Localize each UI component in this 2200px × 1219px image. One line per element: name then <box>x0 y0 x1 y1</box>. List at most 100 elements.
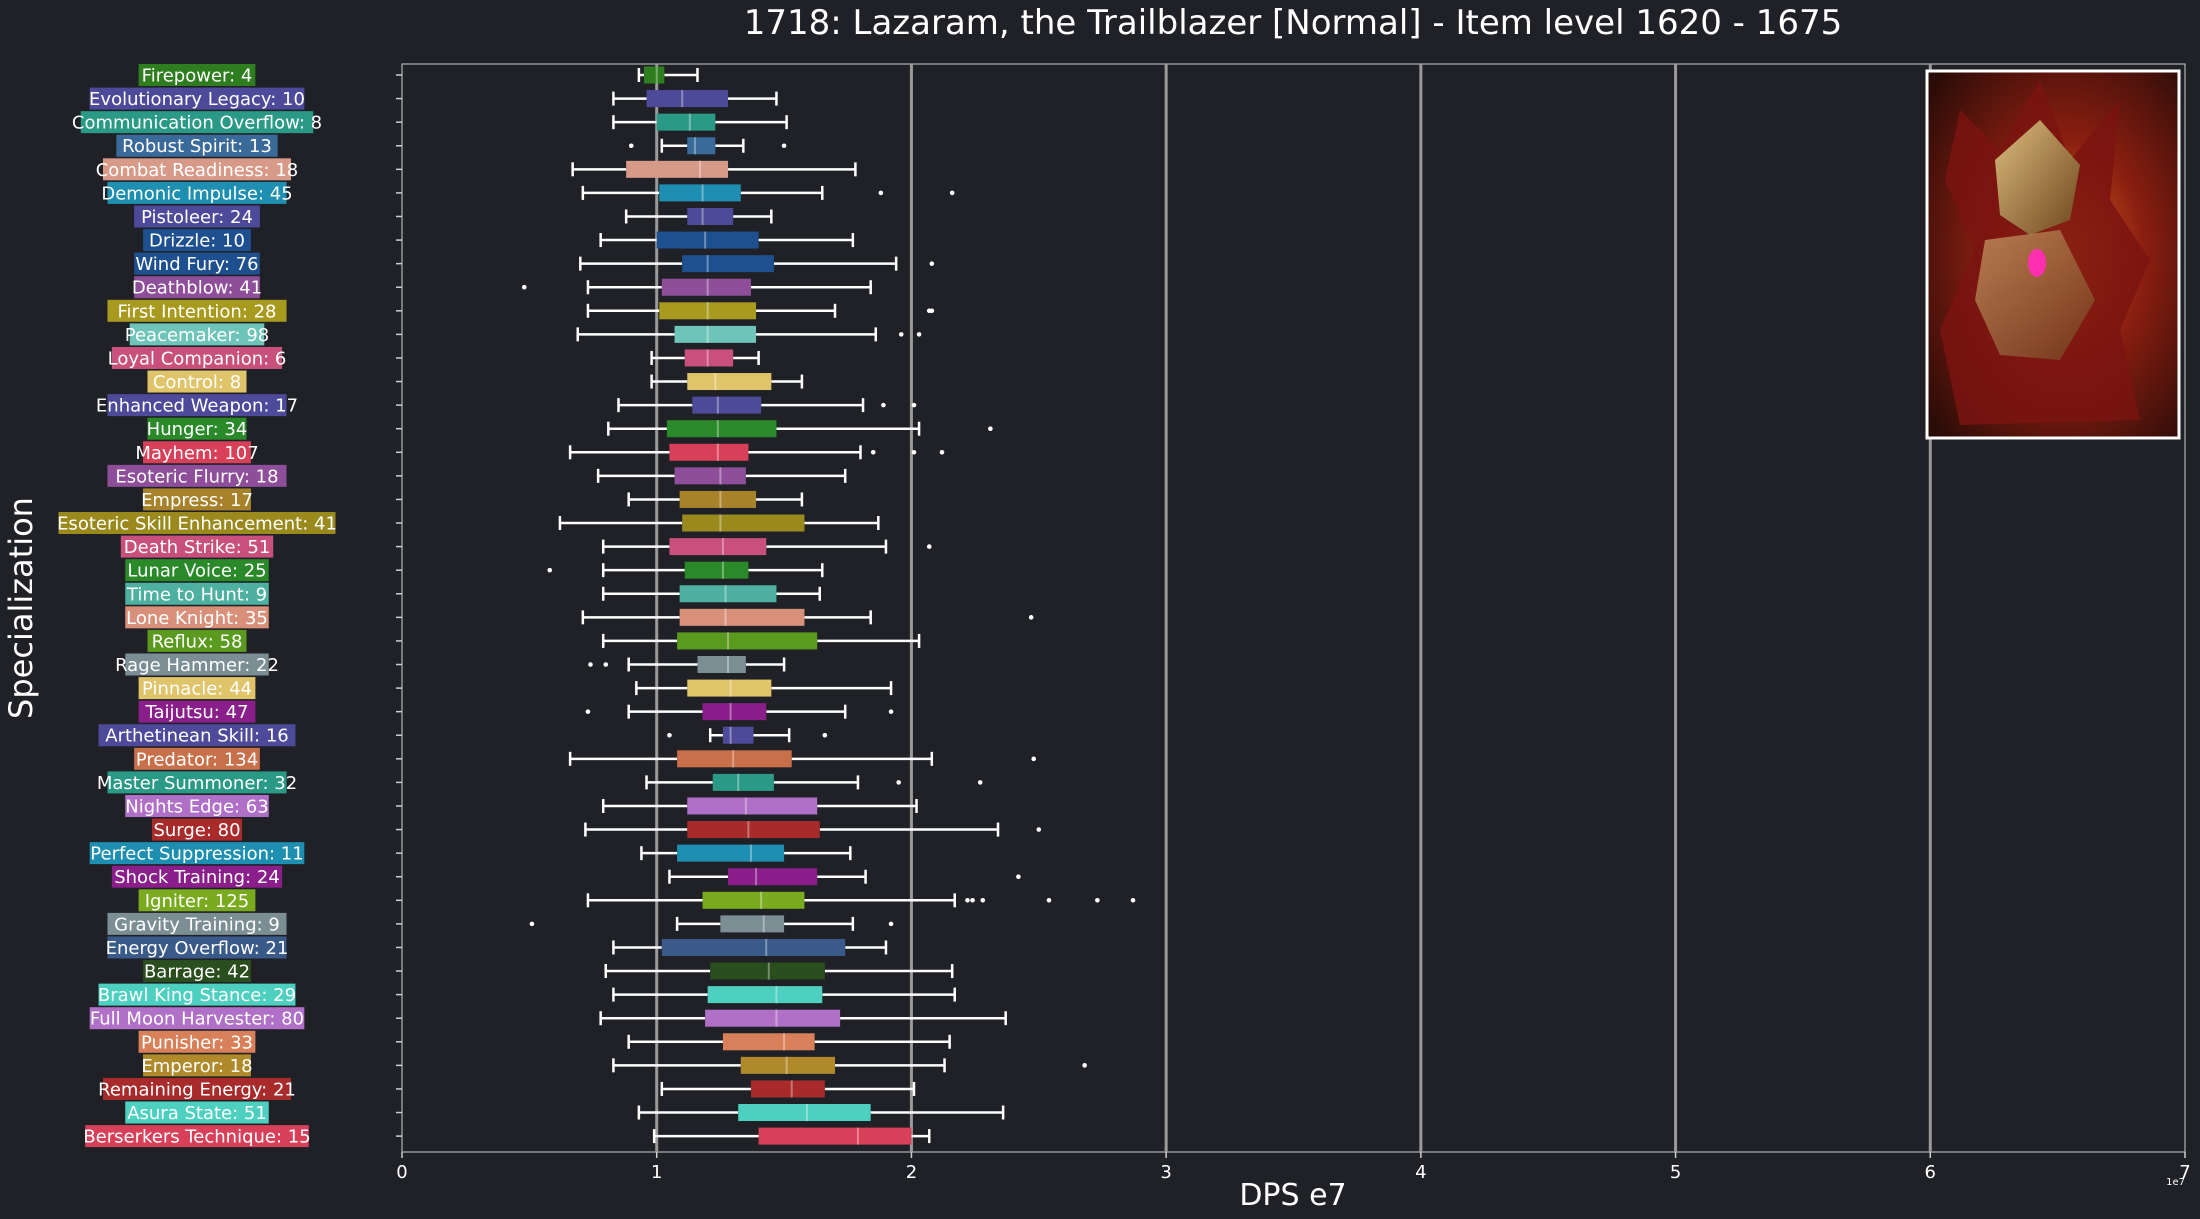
box-row <box>396 302 935 320</box>
box <box>674 325 757 343</box>
box <box>702 703 767 721</box>
outlier-point <box>929 308 935 314</box>
box <box>710 962 825 980</box>
outlier-point <box>965 898 970 903</box>
category-label: Predator: 134 <box>136 749 258 770</box>
outlier-point <box>929 261 935 266</box>
category-label-bg <box>85 1125 309 1148</box>
category-label-bg <box>107 771 287 794</box>
box-row <box>396 255 935 273</box>
box-row <box>396 986 956 1004</box>
category-label-bg <box>134 276 260 299</box>
category-label-bg <box>134 747 260 770</box>
outlier-point <box>585 709 591 714</box>
category-label-bg <box>138 677 256 700</box>
outlier-point <box>1036 827 1042 832</box>
category-label-bg <box>138 64 256 86</box>
category-label: First Intention: 28 <box>117 301 276 322</box>
category-label-bg <box>125 582 269 605</box>
outlier-point <box>667 732 672 738</box>
outlier-point <box>870 449 876 455</box>
box-row <box>396 938 888 956</box>
box-row <box>396 538 932 556</box>
category-label: Asura State: 51 <box>127 1103 267 1124</box>
box-row <box>396 821 1042 839</box>
box <box>705 1009 841 1027</box>
category-label: Combat Readiness: 18 <box>96 160 299 181</box>
outlier-point <box>1130 898 1136 903</box>
box <box>684 561 749 579</box>
x-axis-scale-note: 1e7 <box>2166 1177 2185 1188</box>
box-row <box>396 113 788 131</box>
box-row <box>396 349 760 367</box>
box-row <box>396 137 787 155</box>
category-label: Drizzle: 10 <box>149 231 245 252</box>
box <box>722 726 754 744</box>
category-label: Pistoleer: 24 <box>141 207 253 228</box>
outlier-point <box>916 332 922 337</box>
category-label: Reflux: 58 <box>152 631 243 652</box>
x-tick-label: 5 <box>1670 1162 1681 1183</box>
category-label-bg <box>107 299 287 322</box>
box-row <box>396 396 917 414</box>
category-label: Igniter: 125 <box>145 891 250 912</box>
outlier-point <box>1095 898 1100 903</box>
box-row <box>396 797 918 815</box>
box-row <box>396 679 893 697</box>
category-label: Taijutsu: 47 <box>145 702 249 723</box>
outlier-point <box>628 143 634 149</box>
box-row <box>396 1104 1005 1122</box>
category-label: Arthetinean Skill: 16 <box>105 726 289 747</box>
box <box>656 113 716 131</box>
category-label-bg <box>107 936 287 959</box>
category-label: Deathblow: 41 <box>132 278 262 299</box>
box-row <box>396 773 983 791</box>
outlier-point <box>1031 756 1036 762</box>
category-label: Communication Overflow: 8 <box>72 113 322 134</box>
category-label: Loyal Companion: 6 <box>108 348 287 369</box>
boss-portrait <box>1925 69 2181 440</box>
category-label-bg <box>98 983 296 1006</box>
category-label: Full Moon Harvester: 80 <box>90 1009 304 1030</box>
outlier-point <box>926 544 932 549</box>
box-row <box>396 844 852 862</box>
category-label-bg <box>143 1054 251 1077</box>
box-row <box>396 868 1021 886</box>
x-tick-label: 2 <box>906 1162 917 1183</box>
box-row <box>396 184 955 202</box>
box <box>677 844 785 862</box>
category-label-bg <box>138 700 256 723</box>
box <box>740 1056 836 1074</box>
category-label-bg <box>125 606 269 629</box>
category-label: Hunger: 34 <box>147 419 248 440</box>
category-label-bg <box>125 1101 269 1124</box>
category-label-bg <box>107 394 287 417</box>
category-label-bg <box>107 912 287 935</box>
box <box>661 278 751 296</box>
box <box>707 986 823 1004</box>
box <box>682 514 805 532</box>
category-label: Emperor: 18 <box>141 1056 252 1077</box>
outlier-point <box>888 921 894 927</box>
category-label-bg <box>138 889 256 912</box>
box <box>666 420 777 438</box>
category-label: Barrage: 42 <box>144 962 250 983</box>
box <box>661 938 846 956</box>
category-label-bg <box>151 818 243 841</box>
category-label-bg <box>129 323 265 346</box>
x-tick-label: 1 <box>651 1162 662 1183</box>
box <box>687 373 772 391</box>
category-label: Lone Knight: 35 <box>126 608 268 629</box>
box <box>679 585 777 603</box>
box <box>659 184 741 202</box>
category-label: Energy Overflow: 21 <box>106 938 289 959</box>
outlier-point <box>781 143 787 149</box>
category-label: Berserkers Technique: 15 <box>83 1127 310 1148</box>
box <box>738 1104 871 1122</box>
category-label-bg <box>143 229 251 252</box>
x-tick-label: 7 <box>2179 1162 2190 1183</box>
category-label-bg <box>143 441 251 464</box>
category-label-bg <box>89 842 305 865</box>
outlier-point <box>888 709 894 714</box>
